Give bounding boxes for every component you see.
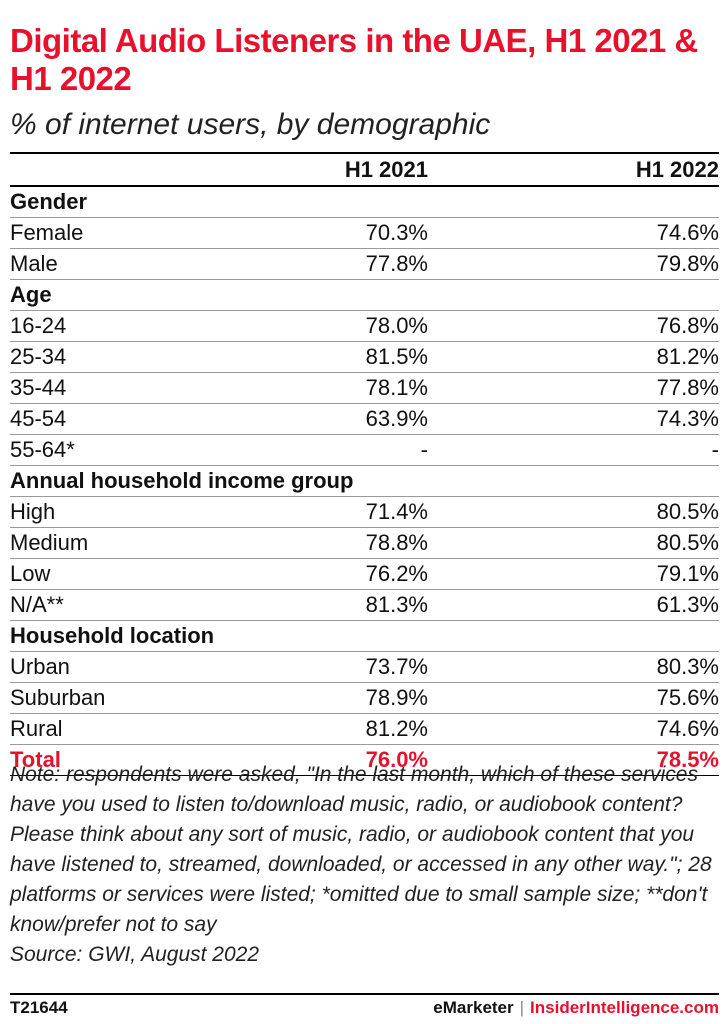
- value-h1-2021: 78.0%: [220, 310, 428, 342]
- table-row: Medium 78.8% 80.5%: [10, 527, 719, 559]
- header-rule: [10, 152, 719, 154]
- value-h1-2022: 78.5%: [428, 744, 719, 776]
- column-header-label: [10, 154, 220, 187]
- section-label: Age: [10, 279, 719, 311]
- row-label: 25-34: [10, 341, 220, 373]
- table-row: 16-24 78.0% 76.8%: [10, 310, 719, 342]
- source-text: Source: GWI, August 2022: [10, 943, 260, 966]
- table-row: 45-54 63.9% 74.3%: [10, 403, 719, 435]
- value-h1-2022: 75.6%: [428, 682, 719, 714]
- row-label: Total: [10, 744, 220, 776]
- row-label: Female: [10, 217, 220, 249]
- value-h1-2022: 80.5%: [428, 496, 719, 528]
- row-label: Urban: [10, 651, 220, 683]
- value-h1-2022: 74.3%: [428, 403, 719, 435]
- value-h1-2022: 61.3%: [428, 589, 719, 621]
- table-row: 55-64* - -: [10, 434, 719, 466]
- row-label: 55-64*: [10, 434, 220, 466]
- footer-brand: eMarketer | InsiderIntelligence.com: [433, 998, 719, 1018]
- note-text: Note: respondents were asked, "In the la…: [10, 763, 712, 936]
- row-label: 45-54: [10, 403, 220, 435]
- value-h1-2022: 77.8%: [428, 372, 719, 404]
- section-label: Annual household income group: [10, 465, 719, 497]
- row-label: 16-24: [10, 310, 220, 342]
- table-row: Female 70.3% 74.6%: [10, 217, 719, 249]
- table-row: 35-44 78.1% 77.8%: [10, 372, 719, 404]
- value-h1-2022: 80.5%: [428, 527, 719, 559]
- table-row: Urban 73.7% 80.3%: [10, 651, 719, 683]
- chart-subtitle: % of internet users, by demographic: [10, 108, 491, 141]
- chart-title: Digital Audio Listeners in the UAE, H1 2…: [10, 22, 698, 97]
- footer-rule: [10, 993, 719, 995]
- value-h1-2021: 78.8%: [220, 527, 428, 559]
- column-header-row: H1 2021 H1 2022: [10, 154, 719, 187]
- table-row: Rural 81.2% 74.6%: [10, 713, 719, 745]
- row-label: Rural: [10, 713, 220, 745]
- value-h1-2021: 70.3%: [220, 217, 428, 249]
- value-h1-2022: 74.6%: [428, 217, 719, 249]
- value-h1-2021: 63.9%: [220, 403, 428, 435]
- data-table: H1 2021 H1 2022 Gender Female 70.3% 74.6% Ma…: [10, 154, 719, 776]
- table-row: 25-34 81.5% 81.2%: [10, 341, 719, 373]
- row-label: Low: [10, 558, 220, 590]
- value-h1-2022: 79.8%: [428, 248, 719, 280]
- table-body: H1 2021 H1 2022 Gender Female 70.3% 74.6% Ma…: [10, 154, 719, 776]
- total-row: Total 76.0% 78.5%: [10, 744, 719, 776]
- value-h1-2021: 76.0%: [220, 744, 428, 776]
- column-header-h1-2022: H1 2022: [428, 154, 719, 187]
- table-row: High 71.4% 80.5%: [10, 496, 719, 528]
- value-h1-2022: 81.2%: [428, 341, 719, 373]
- section-header-row: Household location: [10, 620, 719, 652]
- value-h1-2022: 76.8%: [428, 310, 719, 342]
- row-label: Male: [10, 248, 220, 280]
- value-h1-2021: 81.2%: [220, 713, 428, 745]
- footer-brand-emarketer: eMarketer: [433, 998, 514, 1017]
- table-row: Low 76.2% 79.1%: [10, 558, 719, 590]
- column-header-h1-2021: H1 2021: [220, 154, 428, 187]
- row-label: Medium: [10, 527, 220, 559]
- value-h1-2022: 80.3%: [428, 651, 719, 683]
- footer-brand-insider-intelligence[interactable]: InsiderIntelligence.com: [530, 998, 719, 1017]
- value-h1-2021: 76.2%: [220, 558, 428, 590]
- row-label: N/A**: [10, 589, 220, 621]
- value-h1-2021: 71.4%: [220, 496, 428, 528]
- section-header-row: Age: [10, 279, 719, 311]
- footer-chart-id: T21644: [10, 998, 68, 1017]
- value-h1-2021: 81.5%: [220, 341, 428, 373]
- section-header-row: Annual household income group: [10, 465, 719, 497]
- value-h1-2021: -: [220, 434, 428, 466]
- row-label: 35-44: [10, 372, 220, 404]
- value-h1-2022: 74.6%: [428, 713, 719, 745]
- value-h1-2021: 78.1%: [220, 372, 428, 404]
- section-label: Household location: [10, 620, 719, 652]
- value-h1-2021: 77.8%: [220, 248, 428, 280]
- value-h1-2021: 73.7%: [220, 651, 428, 683]
- note-block: Note: respondents were asked, "In the la…: [10, 760, 719, 970]
- table-row: Male 77.8% 79.8%: [10, 248, 719, 280]
- value-h1-2022: -: [428, 434, 719, 466]
- value-h1-2021: 81.3%: [220, 589, 428, 621]
- table-row: Suburban 78.9% 75.6%: [10, 682, 719, 714]
- row-label: Suburban: [10, 682, 220, 714]
- section-header-row: Gender: [10, 186, 719, 218]
- table-row: N/A** 81.3% 61.3%: [10, 589, 719, 621]
- value-h1-2021: 78.9%: [220, 682, 428, 714]
- section-label: Gender: [10, 186, 719, 218]
- row-label: High: [10, 496, 220, 528]
- value-h1-2022: 79.1%: [428, 558, 719, 590]
- footer-separator: |: [519, 998, 525, 1017]
